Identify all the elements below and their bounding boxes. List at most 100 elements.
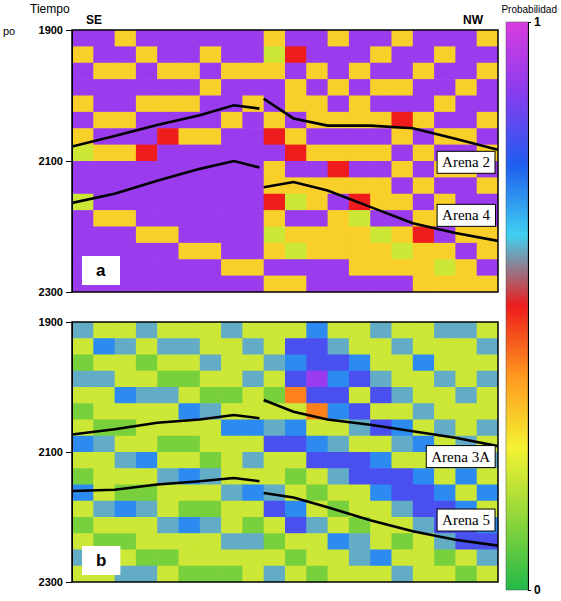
heatmap-cell — [72, 371, 94, 388]
heatmap-cell — [306, 161, 328, 178]
heatmap-cell — [115, 517, 137, 534]
heatmap-cell — [455, 338, 477, 355]
heatmap-cell — [477, 177, 498, 194]
heatmap-cell — [306, 420, 328, 437]
heatmap-cell — [370, 322, 392, 339]
heatmap-cell — [477, 46, 498, 63]
heatmap-cell — [200, 517, 222, 534]
heatmap-cell — [455, 550, 477, 567]
heatmap-cell — [72, 501, 94, 518]
panel-letter: b — [82, 546, 120, 575]
heatmap-cell — [179, 46, 201, 63]
heatmap-cell — [370, 550, 392, 567]
heatmap-cell — [349, 452, 371, 469]
heatmap-cell — [349, 338, 371, 355]
heatmap-cell — [413, 96, 435, 113]
heatmap-cell — [306, 210, 328, 227]
heatmap-cell — [264, 227, 286, 244]
heatmap-cell — [242, 452, 264, 469]
heatmap-cell — [115, 452, 137, 469]
heatmap-cell — [477, 566, 498, 582]
heatmap-cell — [93, 355, 115, 372]
heatmap-cell — [413, 63, 435, 80]
heatmap-cell — [136, 30, 158, 47]
heatmap-cell — [93, 145, 115, 162]
heatmap-cell — [157, 46, 179, 63]
heatmap-cell — [392, 322, 414, 339]
heatmap-cell — [413, 371, 435, 388]
heatmap-cell — [264, 403, 286, 420]
heatmap-cell — [221, 177, 243, 194]
heatmap-cell — [413, 161, 435, 178]
heatmap-cell — [370, 46, 392, 63]
heatmap-cell — [115, 371, 137, 388]
heatmap-cell — [434, 259, 456, 276]
heatmap-cell — [434, 177, 456, 194]
heatmap-cell — [179, 194, 201, 211]
heatmap-cell — [328, 468, 350, 485]
heatmap-cell — [392, 128, 414, 145]
heatmap-cell — [242, 227, 264, 244]
heatmap-cell — [477, 128, 498, 145]
y-tick: 1900 — [39, 24, 72, 36]
heatmap-cell — [477, 420, 498, 437]
horizon-label: Arena 4 — [437, 204, 495, 226]
heatmap-cell — [306, 355, 328, 372]
heatmap-cell — [306, 387, 328, 404]
heatmap-cell — [200, 436, 222, 453]
heatmap-cell — [349, 243, 371, 260]
label-box — [426, 446, 495, 468]
heatmap-cell — [264, 322, 286, 339]
heatmap-cell — [200, 46, 222, 63]
heatmap-cell — [264, 210, 286, 227]
heatmap-cell — [242, 338, 264, 355]
heatmap-cell — [349, 468, 371, 485]
heatmap-cell — [200, 243, 222, 260]
heatmap-cell — [434, 338, 456, 355]
heatmap-cell — [242, 387, 264, 404]
heatmap-cell — [349, 485, 371, 502]
heatmap-cell — [72, 517, 94, 534]
heatmap-cell — [242, 355, 264, 372]
colorbar-tick-label: 0 — [534, 583, 541, 597]
heatmap-cell — [72, 112, 94, 129]
heatmap-cell — [179, 30, 201, 47]
y-tick-mark — [66, 582, 72, 583]
heatmap-cell — [413, 566, 435, 582]
heatmap-cell — [264, 145, 286, 162]
heatmap-cell — [115, 501, 137, 518]
heatmap-cell — [136, 468, 158, 485]
heatmap-cell — [328, 387, 350, 404]
heatmap-cell — [221, 501, 243, 518]
heatmap-cell — [179, 387, 201, 404]
heatmap-cell — [93, 210, 115, 227]
heatmap-cell — [72, 30, 94, 47]
heatmap-cell — [221, 79, 243, 96]
heatmap-cell — [136, 161, 158, 178]
colorbar-tick-mark — [528, 590, 531, 591]
heatmap-cell — [221, 485, 243, 502]
heatmap-cell — [477, 259, 498, 276]
plot-frame — [72, 30, 498, 292]
heatmap-cell — [455, 259, 477, 276]
heatmap-cell — [221, 210, 243, 227]
heatmap-cell — [221, 403, 243, 420]
heatmap-cell — [157, 403, 179, 420]
heatmap-cell — [264, 46, 286, 63]
y-tick-label: 2300 — [39, 576, 63, 588]
heatmap-cell — [477, 276, 498, 292]
heatmap-cell — [136, 436, 158, 453]
heatmap-cell — [392, 276, 414, 292]
heatmap-cell — [179, 259, 201, 276]
heatmap-cell — [328, 30, 350, 47]
heatmap-cell — [136, 79, 158, 96]
heatmap-cell — [221, 276, 243, 292]
y-tick-label: 2100 — [39, 155, 63, 167]
heatmap-cell — [242, 79, 264, 96]
heatmap-cell — [264, 79, 286, 96]
heatmap-cell — [264, 420, 286, 437]
heatmap-cell — [93, 387, 115, 404]
heatmap-cell — [157, 550, 179, 567]
heatmap-cell — [242, 128, 264, 145]
heatmap-cell — [306, 46, 328, 63]
